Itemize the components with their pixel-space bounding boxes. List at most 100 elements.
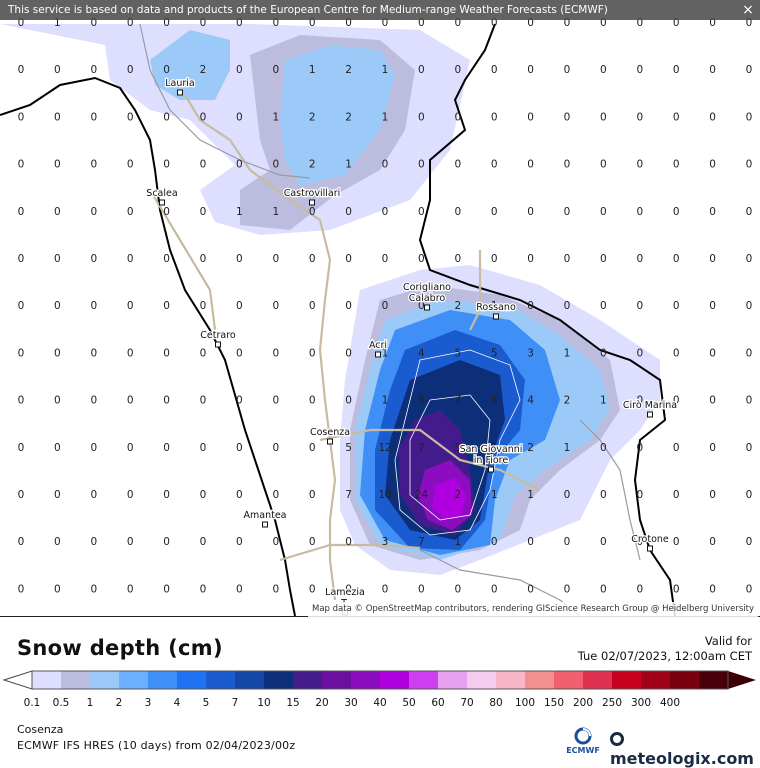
grid-value: 0	[272, 489, 279, 501]
grid-value: 0	[382, 253, 389, 265]
grid-value: 0	[709, 206, 716, 218]
grid-value: 0	[418, 64, 425, 76]
grid-value: 0	[673, 536, 680, 548]
grid-value: 0	[382, 159, 389, 171]
grid-value: 0	[309, 206, 316, 218]
grid-value: 0	[272, 395, 279, 407]
place-label: Scalea	[146, 188, 177, 199]
grid-value: 0	[709, 347, 716, 359]
roads	[149, 94, 541, 601]
ecmwf-disclaimer: This service is based on data and produc…	[0, 0, 760, 20]
grid-value: 0	[272, 64, 279, 76]
close-icon[interactable]: ×	[742, 2, 754, 18]
grid-value: 0	[127, 536, 134, 548]
place-label: Calabro	[409, 293, 446, 304]
grid-value: 0	[163, 300, 170, 312]
grid-value: 0	[163, 206, 170, 218]
grid-value: 0	[600, 111, 607, 123]
grid-value: 0	[673, 64, 680, 76]
grid-value: 0	[673, 253, 680, 265]
colorbar-tick: 200	[572, 697, 594, 709]
grid-value: 0	[54, 300, 61, 312]
grid-value: 0	[418, 206, 425, 218]
colorbar-swatch	[554, 671, 584, 689]
place-lauria: Lauria	[164, 77, 196, 96]
grid-value: 0	[200, 111, 207, 123]
grid-value: 0	[90, 111, 97, 123]
grid-value: 5	[491, 395, 498, 407]
coastline	[0, 23, 676, 616]
grid-value: 0	[418, 159, 425, 171]
colorbar-swatch	[235, 671, 265, 689]
grid-value: 0	[54, 253, 61, 265]
colorbar-swatch	[264, 671, 294, 689]
grid-value: 0	[200, 347, 207, 359]
grid-value: 0	[709, 253, 716, 265]
grid-value: 0	[54, 395, 61, 407]
grid-value: 0	[600, 253, 607, 265]
grid-value: 1	[272, 206, 279, 218]
grid-value: 0	[709, 395, 716, 407]
grid-value: 0	[564, 206, 571, 218]
grid-value: 0	[127, 64, 134, 76]
colorbar-swatch	[322, 671, 352, 689]
colorbar-frame	[31, 670, 729, 690]
colorbar-tick: 0.5	[52, 697, 70, 709]
grid-value: 0	[600, 442, 607, 454]
grid-value: 0	[272, 253, 279, 265]
grid-value: 0	[163, 253, 170, 265]
grid-value: 2	[491, 442, 498, 454]
grid-value: 0	[127, 253, 134, 265]
grid-value: 0	[200, 395, 207, 407]
grid-value: 0	[309, 347, 316, 359]
grid-value: 0	[18, 536, 25, 548]
place-label: Acri	[369, 340, 387, 351]
grid-value: 0	[345, 17, 352, 29]
grid-value: 0	[600, 489, 607, 501]
grid-value: 0	[709, 489, 716, 501]
grid-value: 0	[127, 442, 134, 454]
grid-value: 24	[415, 489, 429, 501]
grid-values: 0 1 0 0 0 0 0 0 0 0 0 0 0 0 0 0 0 0 0 0 00 0 0 0 0 2 0 0 1 2 1 0 0 0 0 0 0 0 0…	[18, 17, 753, 595]
grid-value: 0	[90, 253, 97, 265]
grid-value: 0	[491, 111, 498, 123]
location-name: Cosenza	[17, 723, 64, 736]
place-acri: Acri	[368, 339, 388, 358]
grid-value: 0	[673, 17, 680, 29]
colorbar-tick: 7	[231, 697, 239, 709]
grid-value: 0	[527, 206, 534, 218]
grid-value: 0	[673, 395, 680, 407]
grid-value: 0	[54, 583, 61, 595]
grid-value: 0	[527, 159, 534, 171]
colorbar-swatch	[612, 671, 642, 689]
meteologix-brand[interactable]: meteologix.com	[610, 730, 760, 768]
grid-value: 0	[272, 536, 279, 548]
grid-value: 7	[345, 489, 352, 501]
shade-castrovillari-blue	[280, 45, 395, 185]
grid-value: 0	[127, 17, 134, 29]
colorbar-max-arrow	[728, 671, 756, 689]
grid-value: 0	[345, 583, 352, 595]
grid-value: 0	[564, 583, 571, 595]
grid-value: 1	[345, 159, 352, 171]
grid-value: 0	[600, 536, 607, 548]
grid-value: 10	[378, 489, 391, 501]
grid-value: 0	[309, 442, 316, 454]
shade-north-mid	[150, 30, 230, 100]
grid-value: 0	[382, 17, 389, 29]
grid-value: 0	[709, 583, 716, 595]
grid-value: 0	[236, 64, 243, 76]
grid-value: 7	[418, 442, 425, 454]
colorbar-tick: 4	[173, 697, 181, 709]
grid-value: 3	[527, 347, 534, 359]
grid-value: 0	[746, 111, 753, 123]
grid-value: 0	[200, 206, 207, 218]
grid-value: 0	[163, 64, 170, 76]
grid-value: 0	[527, 536, 534, 548]
grid-value: 0	[527, 583, 534, 595]
grid-value: 0	[527, 17, 534, 29]
place-marker	[177, 89, 183, 96]
grid-value: 0	[418, 253, 425, 265]
grid-value: 0	[90, 489, 97, 501]
